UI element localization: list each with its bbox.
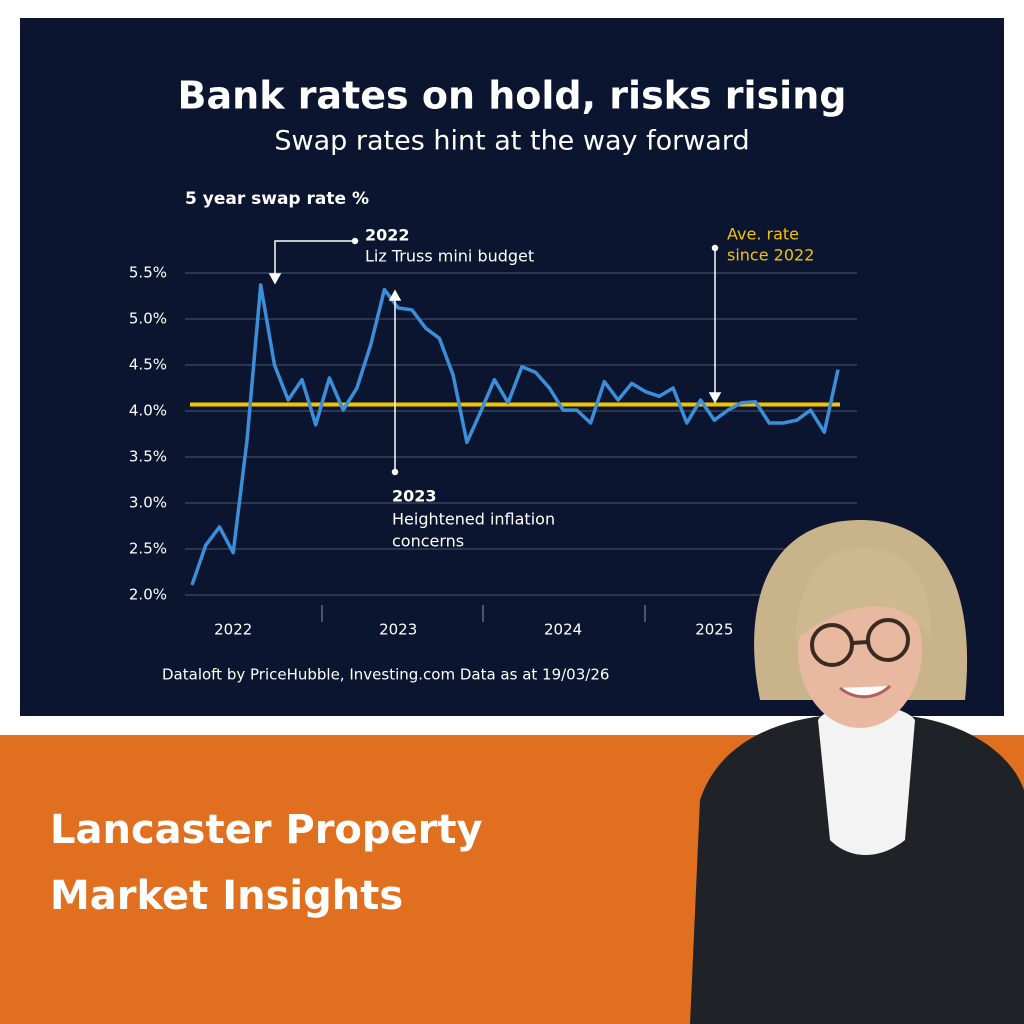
annotation-title: 2022 bbox=[365, 226, 410, 245]
lens bbox=[810, 623, 854, 667]
x-tick-label: 2024 bbox=[544, 621, 582, 639]
y-tick-label: 4.0% bbox=[129, 402, 167, 420]
y-tick-label: 5.0% bbox=[129, 310, 167, 328]
x-tick-label: 2022 bbox=[214, 621, 252, 639]
banner-title: Market Insights bbox=[50, 873, 403, 919]
annotation-title: 2023 bbox=[392, 487, 437, 506]
fringe bbox=[795, 547, 931, 640]
y-tick-label: 3.5% bbox=[129, 448, 167, 466]
annotation-text: Liz Truss mini budget bbox=[365, 247, 534, 266]
y-tick-label: 5.5% bbox=[129, 264, 167, 282]
arrow-dot bbox=[351, 237, 359, 245]
smile bbox=[839, 684, 892, 699]
annotation-arrows bbox=[268, 237, 722, 476]
source: Dataloft by PriceHubble, Investing.com D… bbox=[162, 666, 609, 684]
y-tick-label: 2.0% bbox=[129, 586, 167, 604]
arrowhead bbox=[388, 289, 402, 301]
arrowhead bbox=[708, 392, 722, 404]
arrow-dot bbox=[711, 244, 719, 252]
lens bbox=[866, 618, 910, 662]
turtleneck bbox=[818, 705, 915, 855]
y-tick-label: 4.5% bbox=[129, 356, 167, 374]
glasses bbox=[810, 618, 910, 667]
banner-title: Lancaster Property bbox=[50, 807, 483, 853]
y-tick-label: 2.5% bbox=[129, 540, 167, 558]
y-axis-title: 5 year swap rate % bbox=[185, 189, 369, 209]
presenter-photo bbox=[690, 520, 1024, 1024]
annotation-text: Heightened inflation bbox=[392, 510, 555, 529]
annotation-text: since 2022 bbox=[727, 246, 814, 265]
annotation-text: concerns bbox=[392, 532, 464, 551]
arrow-dot bbox=[391, 468, 399, 476]
x-tick-label: 2025 bbox=[695, 621, 733, 639]
chart: 2.0% 2.5% 3.0% 3.5% 4.0% 4.5% 5.0% 5.5% 2022 2023… bbox=[129, 264, 857, 639]
bridge bbox=[851, 640, 869, 645]
data-line bbox=[190, 283, 840, 586]
chart-subtitle: Swap rates hint at the way forward bbox=[274, 126, 749, 157]
annotation-text: Ave. rate bbox=[727, 225, 799, 244]
chart-title: Bank rates on hold, risks rising bbox=[178, 74, 847, 118]
y-tick-label: 3.0% bbox=[129, 494, 167, 512]
x-tick-label: 2023 bbox=[379, 621, 417, 639]
arrow bbox=[274, 240, 355, 276]
jacket bbox=[690, 715, 1024, 1024]
arrowhead bbox=[268, 273, 282, 285]
